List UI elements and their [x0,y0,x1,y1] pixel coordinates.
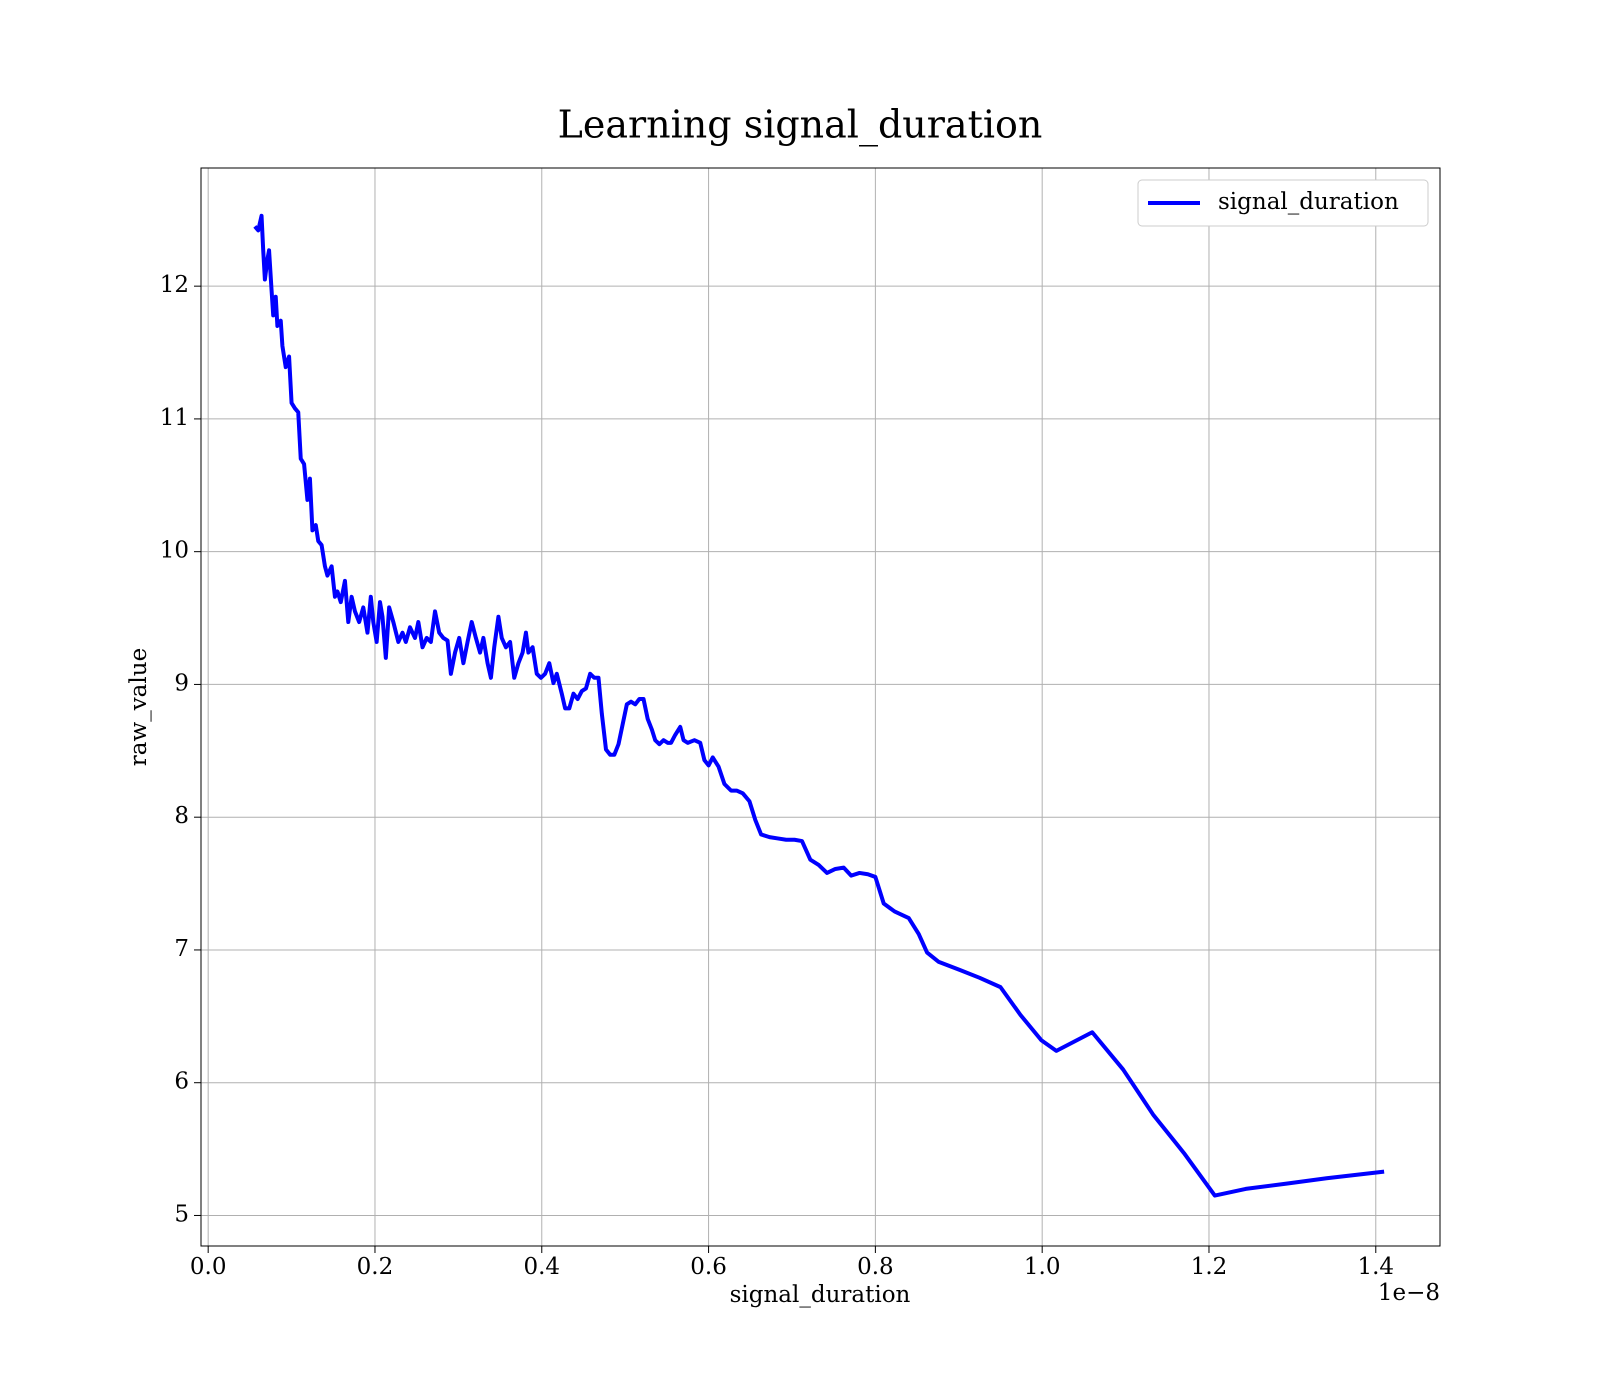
line-series [253,213,1385,1198]
x-tick-label: 0.0 [190,1254,227,1280]
y-tick-label: 6 [174,1069,189,1095]
y-tick-label: 5 [174,1201,189,1227]
x-tick-label: 1.2 [1191,1254,1228,1280]
x-tick-label: 0.6 [690,1254,727,1280]
legend-box [1137,179,1429,227]
y-tick-label: 10 [160,538,189,564]
x-tick-label: 1.4 [1357,1254,1394,1280]
y-tick-label: 12 [160,272,189,298]
x-axis-label: signal_duration [730,1282,911,1308]
x-tick-label: 0.4 [523,1254,560,1280]
x-tick-label: 0.8 [857,1254,894,1280]
y-tick-label: 11 [160,405,189,431]
chart-title: Learning signal_duration [558,103,1043,148]
y-tick-label: 7 [174,936,189,962]
legend-label: signal_duration [1218,189,1399,215]
plot-frame [200,167,1441,1247]
y-axis-label: raw_value [126,648,152,766]
y-tick-label: 9 [174,670,189,696]
x-tick-label: 0.2 [357,1254,394,1280]
x-offset-label: 1e−8 [1378,1280,1440,1306]
y-tick-label: 8 [174,803,189,829]
x-tick-label: 1.0 [1024,1254,1061,1280]
